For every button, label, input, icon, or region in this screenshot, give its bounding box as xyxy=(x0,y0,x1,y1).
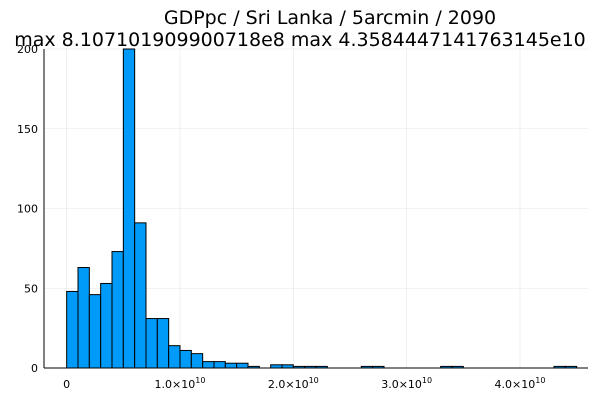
y-tick-label: 100 xyxy=(17,203,38,216)
y-tick-label: 0 xyxy=(31,362,38,375)
x-tick-label: 0 xyxy=(63,378,70,391)
histogram-bar xyxy=(156,318,170,369)
histogram-bar xyxy=(179,349,192,369)
histogram-bar xyxy=(77,267,90,369)
chart-title: GDPpc / Sri Lanka / 5arcmin / 2090 xyxy=(164,7,496,29)
bars xyxy=(66,48,578,369)
histogram-bar xyxy=(168,345,181,369)
histogram-bar xyxy=(224,362,238,369)
histogram-bar xyxy=(122,48,136,369)
chart-subtitle: max 8.107101909900718e8 max 4.3584447141… xyxy=(14,29,586,51)
histogram-bar xyxy=(66,290,79,369)
y-tick-label: 50 xyxy=(24,282,38,295)
histogram-bar xyxy=(213,361,226,369)
histogram-bar xyxy=(134,222,147,369)
histogram-bar xyxy=(145,318,158,369)
x-tick-label: 2.0×1010 xyxy=(268,376,319,391)
histogram-bar xyxy=(100,282,113,369)
axes xyxy=(43,49,588,369)
y-tick-label: 150 xyxy=(17,123,38,136)
x-tick-label: 1.0×1010 xyxy=(155,376,206,391)
histogram-bar xyxy=(190,353,204,369)
x-tick-label: 3.0×1010 xyxy=(381,376,432,391)
tick-labels: 0 50 100 150 200 0 1.0×1010 2.0×1010 3.0×1010 4.0… xyxy=(17,43,545,391)
histogram-bar xyxy=(111,251,124,369)
y-tick-label: 200 xyxy=(17,43,38,56)
histogram-bar xyxy=(236,362,249,369)
histogram-bar xyxy=(202,361,215,369)
histogram-bar xyxy=(88,294,102,369)
x-tick-label: 4.0×1010 xyxy=(495,376,546,391)
